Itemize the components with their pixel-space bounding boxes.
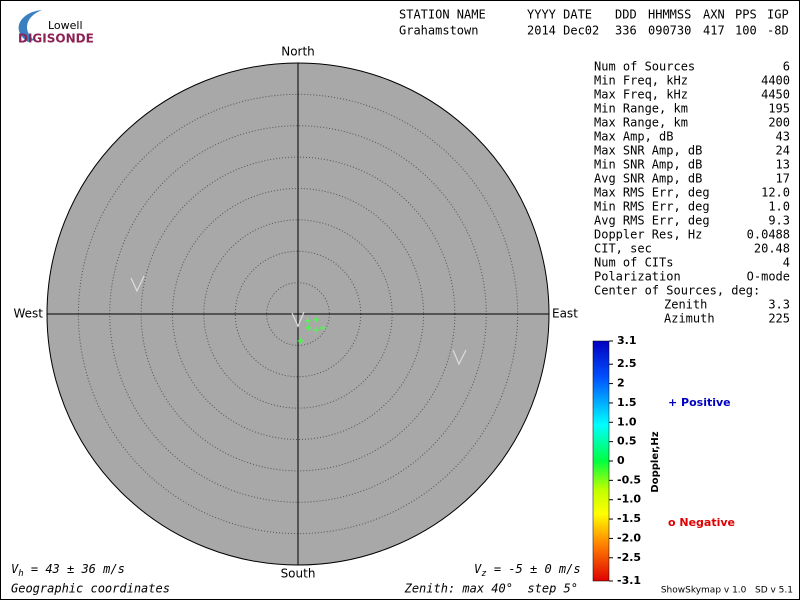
header-label: HHMMSS xyxy=(648,8,691,22)
compass: South xyxy=(281,567,316,581)
source xyxy=(305,324,312,331)
stat-label: Min RMS Err, deg xyxy=(594,200,710,214)
stat-label: Num of CITs xyxy=(594,256,673,270)
header-value: 090730 xyxy=(648,24,691,38)
sub: z xyxy=(481,569,486,579)
header-label: DDD xyxy=(615,8,637,22)
stat-value: 9.3 xyxy=(768,214,790,228)
header-value: 2014 Dec02 xyxy=(527,24,599,38)
colorbar-tick-label: 3.1 xyxy=(617,334,637,347)
stat-value: 200 xyxy=(768,116,790,130)
compass: West xyxy=(13,307,43,321)
colorbar-tick-label: 2.5 xyxy=(617,357,637,370)
legend-positive: + Positive xyxy=(668,396,731,409)
stat-label: Min Range, km xyxy=(594,102,688,116)
vectors xyxy=(130,275,467,366)
stat-value: 13 xyxy=(776,158,790,172)
legend-negative: o Negative xyxy=(668,516,735,529)
stat-label: Max SNR Amp, dB xyxy=(594,144,702,158)
colorbar-tick-label: -1.5 xyxy=(617,512,641,525)
source xyxy=(304,317,311,324)
text: = -5 ± 0 m/s xyxy=(487,562,581,576)
stat-value: 17 xyxy=(776,172,790,186)
stat-label: Azimuth xyxy=(664,312,715,326)
stat-value: 4450 xyxy=(761,88,790,102)
stat-label: Max Freq, kHz xyxy=(594,88,688,102)
source xyxy=(312,316,319,323)
colorbar-tick-label: -2.5 xyxy=(617,551,641,564)
stat-label: Avg RMS Err, deg xyxy=(594,214,710,228)
header-label: YYYY DATE xyxy=(527,8,592,22)
stat-label: Max Range, km xyxy=(594,116,688,130)
vh: Vh = 43 ± 36 m/s xyxy=(11,562,125,579)
header-value: 100 xyxy=(735,24,757,38)
stat-value: 20.48 xyxy=(754,242,790,256)
stat-label: Min SNR Amp, dB xyxy=(594,158,702,172)
compass: North xyxy=(281,45,315,59)
stat-label: Polarization xyxy=(594,270,681,284)
source xyxy=(320,324,327,331)
stat-label: Doppler Res, Hz xyxy=(594,228,702,242)
header-value: -8D xyxy=(767,24,789,38)
stat-label: Num of Sources xyxy=(594,60,695,74)
stat-label: Zenith xyxy=(664,298,707,312)
coords: Geographic coordinates xyxy=(11,582,170,596)
zenith-info: Zenith: max 40° step 5° xyxy=(404,582,578,596)
colorbar-tick-label: -1.0 xyxy=(617,493,641,506)
stat-label: Center of Sources, deg: xyxy=(594,284,760,298)
sub: h xyxy=(18,569,23,579)
stat-value: 4400 xyxy=(761,74,790,88)
header-value: 336 xyxy=(615,24,637,38)
colorbar-tick-label: -2.0 xyxy=(617,531,641,544)
stat-value: 1.0 xyxy=(768,200,790,214)
compass: East xyxy=(552,307,578,321)
colorbar-tick-label: 1.5 xyxy=(617,396,637,409)
symbol: V xyxy=(11,562,19,576)
colorbar-tick-label: 2 xyxy=(617,377,625,390)
stat-value: 4 xyxy=(783,256,790,270)
header-label: IGP xyxy=(767,8,789,22)
vz: Vz = -5 ± 0 m/s xyxy=(474,562,581,579)
stat-label: Avg SNR Amp, dB xyxy=(594,172,702,186)
stat-value: 6 xyxy=(783,60,790,74)
stat-value: 12.0 xyxy=(761,186,790,200)
stat-value: O-mode xyxy=(747,270,790,284)
stat-value: 0.0488 xyxy=(747,228,790,242)
source xyxy=(297,337,304,344)
text: = 43 ± 36 m/s xyxy=(24,562,125,576)
logo-swoosh xyxy=(18,10,42,42)
colorbar-tick-label: 1.0 xyxy=(617,415,637,428)
colorbar-tick-label: -3.1 xyxy=(617,574,641,587)
colorbar-tick-label: -0.5 xyxy=(617,473,641,486)
version: ShowSkymap v 1.0 SD v 5.1 xyxy=(661,586,793,596)
logo-text: Lowell xyxy=(48,19,83,32)
colorbar-tick-label: 0 xyxy=(617,454,625,467)
header-label: AXN xyxy=(703,8,725,22)
stat-label: CIT, sec xyxy=(594,242,652,256)
stat-value: 24 xyxy=(776,144,790,158)
header-label: PPS xyxy=(735,8,757,22)
stat-value: 3.3 xyxy=(768,298,790,312)
stat-value: 195 xyxy=(768,102,790,116)
stat-label: Max Amp, dB xyxy=(594,130,673,144)
stat-value: 43 xyxy=(776,130,790,144)
source xyxy=(312,326,319,333)
header-value: 417 xyxy=(703,24,725,38)
symbol: V xyxy=(474,562,482,576)
stat-value: 225 xyxy=(768,312,790,326)
colorbar-label: Doppler,Hz xyxy=(650,431,661,492)
colorbar-tick-label: 0.5 xyxy=(617,435,637,448)
stat-label: Max RMS Err, deg xyxy=(594,186,710,200)
stat-label: Min Freq, kHz xyxy=(594,74,688,88)
header-value: Grahamstown xyxy=(399,24,478,38)
logo-text: DIGISONDE xyxy=(18,32,94,46)
colorbar xyxy=(592,340,610,582)
header-label: STATION NAME xyxy=(399,8,486,22)
